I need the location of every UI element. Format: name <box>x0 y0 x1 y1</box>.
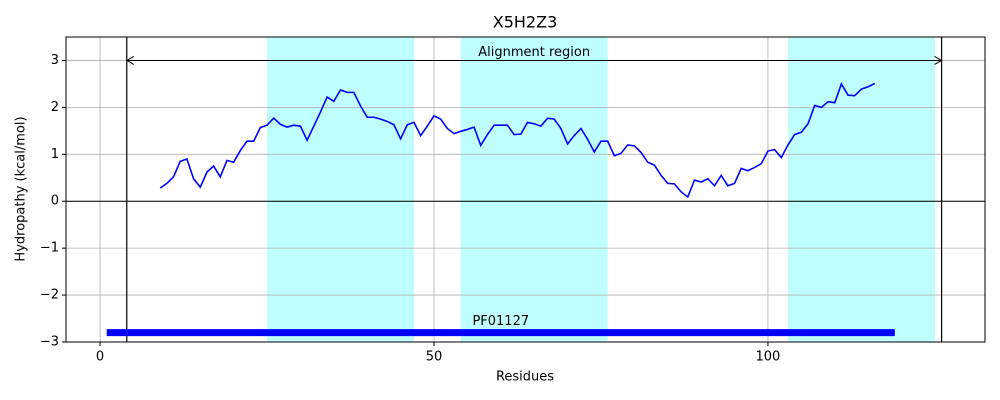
arrow-head <box>125 56 135 65</box>
highlight-region <box>787 37 935 342</box>
hydropathy-line <box>159 82 876 199</box>
highlight-region <box>267 37 414 342</box>
y-tick-label: −1 <box>40 241 59 256</box>
y-axis-label: Hydropathy (kcal/mol) <box>14 116 29 261</box>
domain-label: PF01127 <box>472 314 529 329</box>
arrow-head <box>934 56 943 65</box>
y-tick-label: 2 <box>51 100 59 115</box>
x-axis-label: Residues <box>496 370 554 385</box>
x-tick-label: 100 <box>756 350 781 365</box>
x-tick-label: 50 <box>426 350 443 365</box>
y-tick-label: −2 <box>40 288 59 303</box>
highlight-region <box>460 37 608 342</box>
chart-title: X5H2Z3 <box>493 13 558 32</box>
y-tick-label: 3 <box>51 53 59 68</box>
y-tick-label: −3 <box>40 335 59 350</box>
plot-frame <box>65 36 986 343</box>
annotation-label: Alignment region <box>478 45 590 60</box>
y-tick-label: 1 <box>51 147 59 162</box>
x-tick-label: 0 <box>96 350 104 365</box>
y-tick-label: 0 <box>51 194 59 209</box>
